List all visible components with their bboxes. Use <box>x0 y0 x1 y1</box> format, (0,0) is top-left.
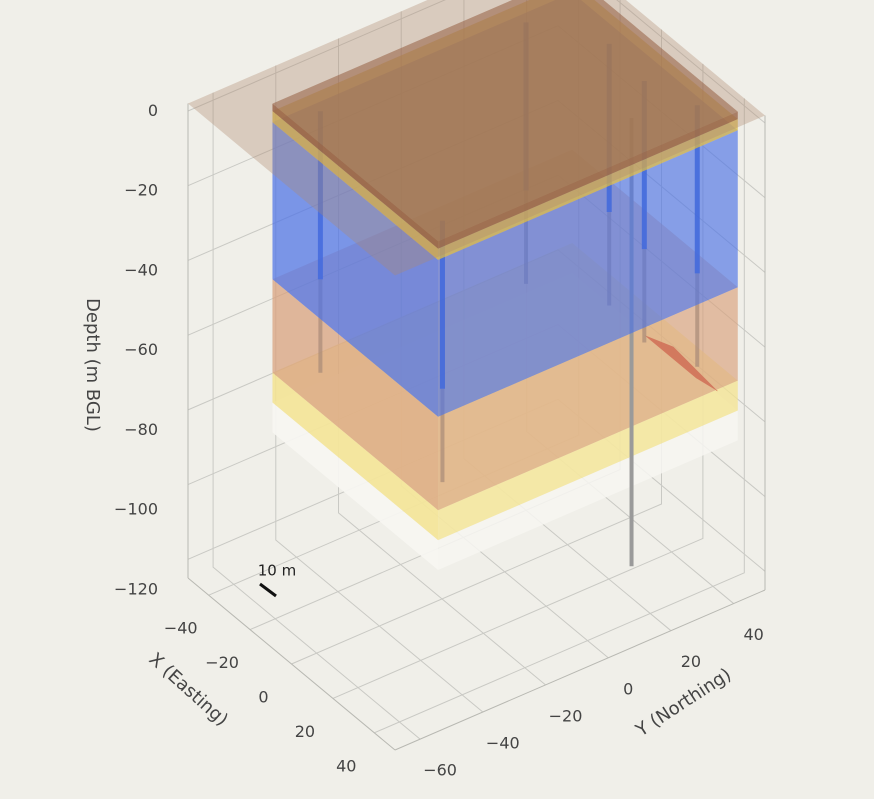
layer-sand-right <box>438 119 738 260</box>
layer-blue-right <box>438 130 738 417</box>
x-grid-line <box>374 98 745 734</box>
scale-annotation: 10 m <box>258 562 296 580</box>
layer-clay-right <box>438 287 738 511</box>
box-edge <box>394 589 766 751</box>
layer-blue-left <box>272 122 439 417</box>
x-tick-label: −20 <box>205 653 239 672</box>
y-tick-label: 20 <box>681 652 701 671</box>
layer-yellow-right <box>438 380 738 541</box>
x-tick-label: −40 <box>164 619 198 638</box>
z-tick-label: −80 <box>124 420 158 439</box>
layer-white-right <box>438 410 738 570</box>
z-grid-line <box>187 0 766 124</box>
y-tick-label: −60 <box>423 761 457 780</box>
y-tick-label: 40 <box>743 625 763 644</box>
layer-yellow-left <box>272 372 439 541</box>
layer-clay-left <box>272 279 439 511</box>
layer-sand-left <box>272 111 439 260</box>
z-tick-label: −20 <box>124 181 158 200</box>
z-tick-label: 0 <box>148 101 158 120</box>
y-grid-line <box>212 92 421 740</box>
model <box>188 0 765 570</box>
z-tick-label: −120 <box>114 579 158 598</box>
layer-topsoil-left <box>272 103 439 249</box>
layer-topsoil-right <box>438 111 738 249</box>
z-tick-label: −60 <box>124 340 158 359</box>
scale-bar <box>259 582 277 598</box>
x-tick-label: 20 <box>295 722 315 741</box>
ground-surface <box>188 0 765 276</box>
layer-white-left <box>272 402 439 570</box>
x-tick-label: 0 <box>258 688 268 707</box>
z-axis-title: Depth (m BGL) <box>82 298 103 432</box>
z-tick-label: −40 <box>124 260 158 279</box>
y-tick-label: −40 <box>486 734 520 753</box>
y-tick-label: 0 <box>623 679 633 698</box>
z-tick-label: −100 <box>114 500 158 519</box>
y-tick-label: −20 <box>549 706 583 725</box>
x-tick-label: 40 <box>336 756 356 775</box>
layer-topsoil-top <box>272 0 738 242</box>
box-edge <box>187 577 396 751</box>
